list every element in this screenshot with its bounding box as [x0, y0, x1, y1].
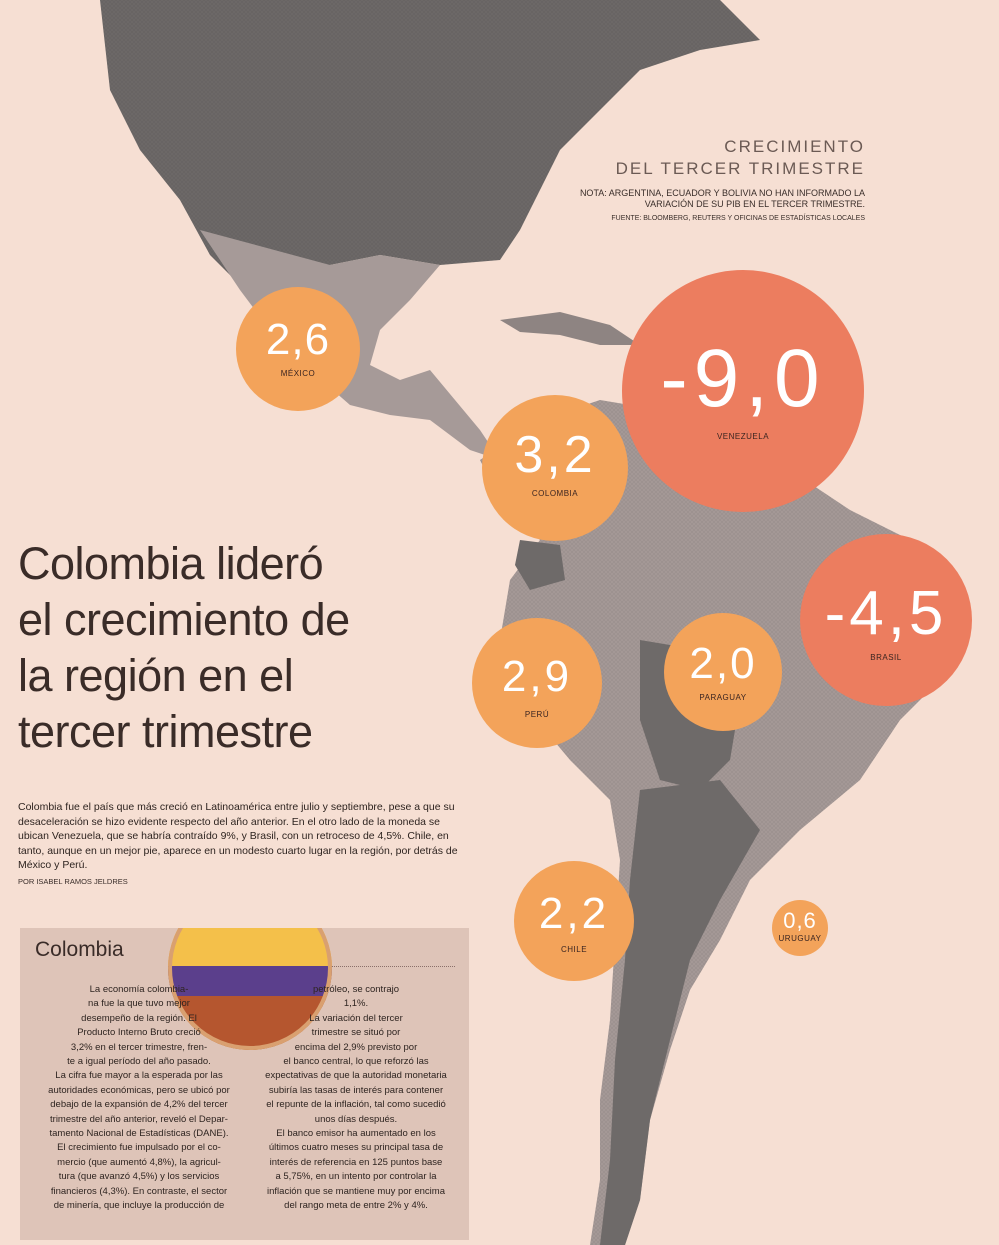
left-line: na fue la que tuvo mejor	[88, 998, 190, 1010]
left-line: La economía colombia-	[89, 984, 189, 995]
right-line: petróleo, se contrajo	[312, 984, 400, 995]
bubble-venezuela-label: VENEZUELA	[716, 432, 770, 441]
bubble-venezuela-value: -9,0	[660, 333, 826, 424]
left-line: te a igual período del año pasado.	[67, 1056, 211, 1068]
right-line: el banco central, lo que reforzó las	[283, 1056, 429, 1068]
right-line: del rango meta de entre 2% y 4%.	[284, 1200, 428, 1212]
headline-line2: el crecimiento de	[18, 594, 350, 645]
sidebar-right-column: petróleo, se contrajo 1,1%. La variación…	[256, 983, 456, 1214]
bubble-peru-value: 2,9	[501, 652, 573, 701]
bubble-brasil-label: BRASIL	[870, 653, 902, 662]
growth-header: CRECIMIENTO DEL TERCER TRIMESTRE NOTA: A…	[545, 136, 865, 223]
headline-line3: la región en el	[18, 650, 294, 701]
bubble-chile-label: CHILE	[560, 945, 588, 954]
bubble-brasil-value: -4,5	[824, 579, 948, 648]
right-line: interés de referencia en 125 puntos base	[269, 1156, 443, 1168]
growth-source: FUENTE: BLOOMBERG, REUTERS Y OFICINAS DE…	[611, 215, 865, 222]
growth-note: NOTA: ARGENTINA, ECUADOR Y BOLIVIA NO HA…	[579, 188, 865, 209]
lead-text: Colombia fue el país que más creció en L…	[18, 801, 458, 871]
right-line: inflación que se mantiene muy por encima	[267, 1185, 445, 1197]
lead-paragraph: Colombia fue el país que más creció en L…	[18, 800, 458, 889]
right-line: a 5,75%, en un intento por controlar la	[275, 1171, 437, 1183]
left-line: de minería, que incluye la producción de	[53, 1200, 225, 1212]
left-line: mercio (que aumentó 4,8%), la agricul-	[57, 1156, 221, 1168]
left-line: desempeño de la región. El	[81, 1012, 197, 1024]
bubble-peru-label: PERÚ	[524, 710, 550, 719]
growth-title-line1: CRECIMIENTO	[724, 137, 865, 156]
bubble-mexico-value: 2,6	[265, 315, 331, 364]
headline: Colombia lideró el crecimiento de la reg…	[18, 536, 458, 760]
right-line: subiría las tasas de interés para conten…	[268, 1084, 444, 1096]
bubble-uruguay: 0,6 URUGUAY	[772, 900, 828, 956]
bubble-chile: 2,2 CHILE	[514, 861, 634, 981]
colombia-sidebar: Colombia La economía colombia- na fue la…	[20, 928, 469, 1240]
bubble-uruguay-label: URUGUAY	[778, 934, 822, 943]
bubble-mexico-label: MÉXICO	[280, 369, 316, 378]
headline-line1: Colombia lideró	[18, 538, 324, 589]
headline-line4: tercer trimestre	[18, 706, 313, 757]
growth-title-line2: DEL TERCER TRIMESTRE	[615, 159, 865, 178]
byline: POR ISABEL RAMOS JELDRES	[18, 876, 128, 886]
bubble-venezuela: -9,0 VENEZUELA	[622, 270, 864, 512]
left-line: autoridades económicas, pero se ubicó po…	[48, 1084, 230, 1096]
bubble-peru: 2,9 PERÚ	[472, 618, 602, 748]
right-line: El banco emisor ha aumentado en los	[276, 1128, 436, 1140]
left-line: 3,2% en el tercer trimestre, fren-	[70, 1041, 208, 1053]
left-line: tura (que avanzó 4,5%) y los servicios	[58, 1171, 220, 1183]
bubble-chile-value: 2,2	[538, 889, 610, 938]
left-line: trimestre del año anterior, reveló el De…	[50, 1113, 228, 1125]
left-line: debajo de la expansión de 4,2% del terce…	[50, 1099, 228, 1111]
right-line: 1,1%.	[343, 998, 369, 1010]
bubble-colombia-label: COLOMBIA	[531, 489, 579, 498]
right-line: trimestre se situó por	[311, 1027, 401, 1039]
right-line: el repunte de la inflación, tal como suc…	[266, 1099, 446, 1111]
bubble-uruguay-value: 0,6	[783, 908, 817, 933]
sidebar-left-column: La economía colombia- na fue la que tuvo…	[32, 983, 246, 1214]
bubble-colombia-value: 3,2	[514, 426, 596, 484]
bubble-brasil: -4,5 BRASIL	[800, 534, 972, 706]
right-line: expectativas de que la autoridad monetar…	[265, 1070, 447, 1082]
bubble-paraguay: 2,0 PARAGUAY	[664, 613, 782, 731]
left-line: El crecimiento fue impulsado por el co-	[57, 1142, 221, 1154]
bubble-paraguay-label: PARAGUAY	[699, 693, 747, 702]
right-line: encima del 2,9% previsto por	[294, 1041, 418, 1053]
left-line: tamento Nacional de Estadísticas (DANE).	[49, 1128, 229, 1140]
colombia-flag-icon	[168, 928, 332, 1050]
bubble-mexico: 2,6 MÉXICO	[236, 287, 360, 411]
right-line: unos días después.	[314, 1113, 398, 1125]
sidebar-title: Colombia	[35, 938, 124, 961]
bubble-colombia: 3,2 COLOMBIA	[482, 395, 628, 541]
left-line: Producto Interno Bruto creció	[77, 1027, 201, 1039]
left-line: La cifra fue mayor a la esperada por las	[55, 1070, 223, 1082]
left-line: financieros (4,3%). En contraste, el sec…	[50, 1185, 228, 1197]
bubble-paraguay-value: 2,0	[689, 639, 757, 688]
right-line: La variación del tercer	[309, 1012, 403, 1024]
right-line: últimos cuatro meses su principal tasa d…	[268, 1142, 444, 1154]
